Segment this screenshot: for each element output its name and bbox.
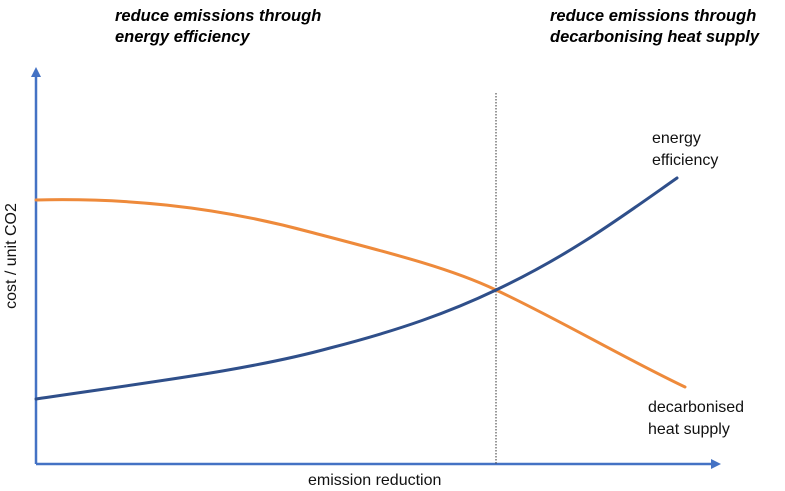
energy-efficiency-label-line-2: efficiency [652, 152, 719, 169]
heading-right-line-1: reduce emissions through [550, 7, 757, 25]
x-axis-label: emission reduction [308, 472, 442, 489]
energy-efficiency-curve-label: energy efficiency [652, 128, 718, 172]
energy-efficiency-curve [34, 176, 679, 401]
decarbonised-label-line-2: heat supply [648, 421, 730, 438]
heading-left-line-1: reduce emissions through [115, 7, 322, 25]
decarbonised-heat-supply-curve [34, 198, 687, 389]
heat-supply-heading: reduce emissions through decarbonising h… [550, 6, 759, 48]
heading-left-line-2: energy efficiency [115, 28, 250, 46]
decarbonised-label-line-1: decarbonised [648, 399, 745, 416]
energy-efficiency-heading: reduce emissions through energy efficien… [115, 6, 321, 48]
heading-right-line-2: decarbonising heat supply [550, 28, 760, 46]
y-axis-label: cost / unit CO2 [3, 203, 20, 309]
energy-efficiency-label-line-1: energy [652, 130, 701, 147]
decarbonised-heat-supply-curve-label: decarbonised heat supply [648, 397, 744, 441]
